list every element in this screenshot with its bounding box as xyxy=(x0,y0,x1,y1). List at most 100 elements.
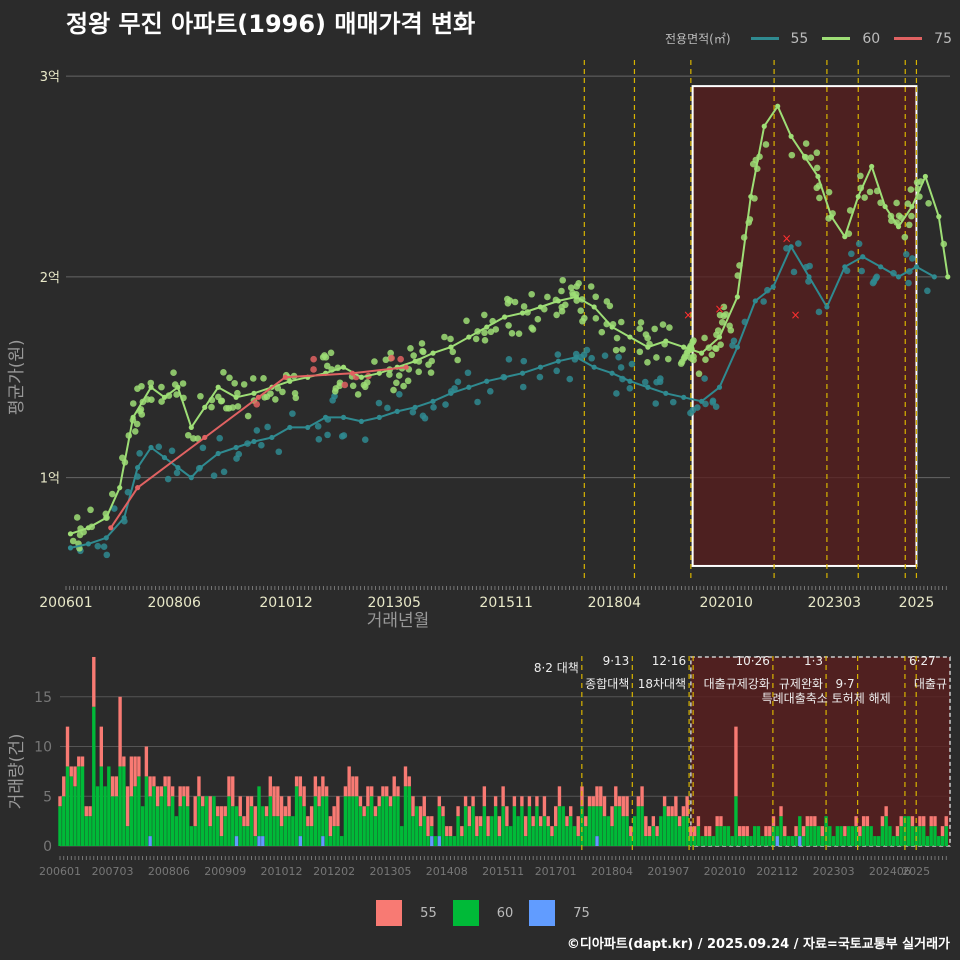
volume-bar-55 xyxy=(666,806,671,817)
scatter-point-55 xyxy=(103,551,111,559)
scatter-point-60 xyxy=(612,346,620,354)
volume-bar-55 xyxy=(614,786,618,807)
volume-bar-55 xyxy=(388,796,393,807)
volume-bar-60 xyxy=(291,816,295,847)
y-axis-title: 거래량(건) xyxy=(7,733,27,809)
volume-bar-55 xyxy=(625,796,629,817)
volume-bar-60 xyxy=(385,796,389,847)
series-point-55 xyxy=(913,264,920,270)
policy-annotation: 8·2 대책 xyxy=(534,660,579,675)
scatter-point-60 xyxy=(404,377,412,385)
scatter-point-60 xyxy=(390,386,397,394)
scatter-point-55 xyxy=(588,354,595,362)
volume-bar-55 xyxy=(227,776,231,797)
volume-bar-60 xyxy=(794,836,798,847)
scatter-point-55 xyxy=(855,240,863,248)
scatter-point-60 xyxy=(393,379,400,387)
scatter-point-60 xyxy=(354,391,362,398)
series-point-55 xyxy=(609,370,615,376)
scatter-point-60 xyxy=(472,335,480,343)
legend-title: 전용면적(㎡) xyxy=(664,32,731,46)
scatter-point-60 xyxy=(504,300,512,307)
volume-bar-60 xyxy=(783,836,787,847)
volume-bar-60 xyxy=(580,806,584,847)
series-point-60 xyxy=(555,298,561,304)
volume-bar-55 xyxy=(336,796,340,827)
series-point-60 xyxy=(103,515,109,521)
x-tick-label: 201305 xyxy=(368,595,421,611)
scatter-point-55 xyxy=(289,410,296,417)
volume-bar-60 xyxy=(636,806,641,847)
volume-bar-60 xyxy=(535,806,539,847)
x-tick-label: 201012 xyxy=(261,865,303,878)
volume-bar-55 xyxy=(557,786,562,807)
scatter-point-55 xyxy=(264,423,271,431)
volume-bar-60 xyxy=(73,786,77,847)
series-point-55 xyxy=(591,364,597,370)
scatter-point-60 xyxy=(905,221,913,229)
volume-bar-60 xyxy=(415,806,419,847)
volume-bar-55 xyxy=(629,826,633,837)
volume-bar-60 xyxy=(490,816,494,847)
volume-bar-60 xyxy=(306,826,310,847)
scatter-point-60 xyxy=(559,276,567,284)
series-point-60 xyxy=(573,294,579,300)
volume-bar-55 xyxy=(771,816,776,827)
scatter-point-60 xyxy=(846,207,854,214)
policy-annotation: 9·7 xyxy=(836,677,855,691)
volume-bar-60 xyxy=(662,806,667,847)
volume-bar-60 xyxy=(497,836,502,847)
scatter-point-60 xyxy=(291,390,299,397)
series-point-60 xyxy=(175,384,181,390)
volume-bar-55 xyxy=(636,796,641,807)
scatter-point-60 xyxy=(226,374,233,382)
scatter-point-75 xyxy=(341,381,349,389)
scatter-point-60 xyxy=(463,317,470,325)
volume-bar-60 xyxy=(880,826,885,847)
series-point-55 xyxy=(878,264,884,270)
scatter-point-60 xyxy=(400,382,407,390)
x-tick-label: 201305 xyxy=(369,865,411,878)
volume-bar-60 xyxy=(550,836,554,847)
scatter-point-55 xyxy=(652,400,659,407)
volume-bar-60 xyxy=(512,806,517,847)
volume-bar-55 xyxy=(223,806,227,817)
volume-bar-60 xyxy=(820,836,825,847)
volume-bar-60 xyxy=(493,806,498,847)
volume-bar-75 xyxy=(595,836,599,847)
volume-bar-60 xyxy=(745,836,749,847)
volume-bar-60 xyxy=(328,836,333,847)
volume-bar-60 xyxy=(640,806,644,847)
volume-bar-55 xyxy=(692,826,697,837)
volume-bar-55 xyxy=(486,816,490,837)
volume-bar-60 xyxy=(738,836,742,847)
volume-bar-55 xyxy=(92,656,96,707)
series-point-55 xyxy=(175,464,181,471)
volume-bar-60 xyxy=(279,826,284,847)
volume-bar-60 xyxy=(223,816,227,847)
volume-bar-55 xyxy=(309,806,314,827)
volume-bar-60 xyxy=(858,836,862,847)
scatter-point-60 xyxy=(427,369,435,376)
volume-bar-60 xyxy=(876,836,881,847)
volume-bar-55 xyxy=(734,726,738,797)
volume-bar-75 xyxy=(261,836,265,847)
x-tick-label: 2025 xyxy=(902,865,930,878)
volume-bar-60 xyxy=(110,796,115,847)
scatter-point-55 xyxy=(486,387,494,395)
volume-bar-60 xyxy=(719,826,723,847)
volume-bar-60 xyxy=(452,836,456,847)
volume-bar-55 xyxy=(944,816,948,827)
scatter-point-60 xyxy=(173,391,180,398)
y-tick-label: 2억 xyxy=(40,271,60,286)
volume-bar-60 xyxy=(441,816,445,847)
volume-bar-55 xyxy=(448,826,453,837)
scatter-point-55 xyxy=(314,423,322,430)
policy-annotation: 1·3 xyxy=(804,654,823,668)
policy-annotation: 12·16 xyxy=(652,654,686,668)
series-point-60 xyxy=(67,531,74,537)
volume-bar-55 xyxy=(843,826,847,837)
series-point-60 xyxy=(716,334,723,340)
scatter-point-55 xyxy=(848,250,855,258)
volume-bar-55 xyxy=(366,786,370,807)
